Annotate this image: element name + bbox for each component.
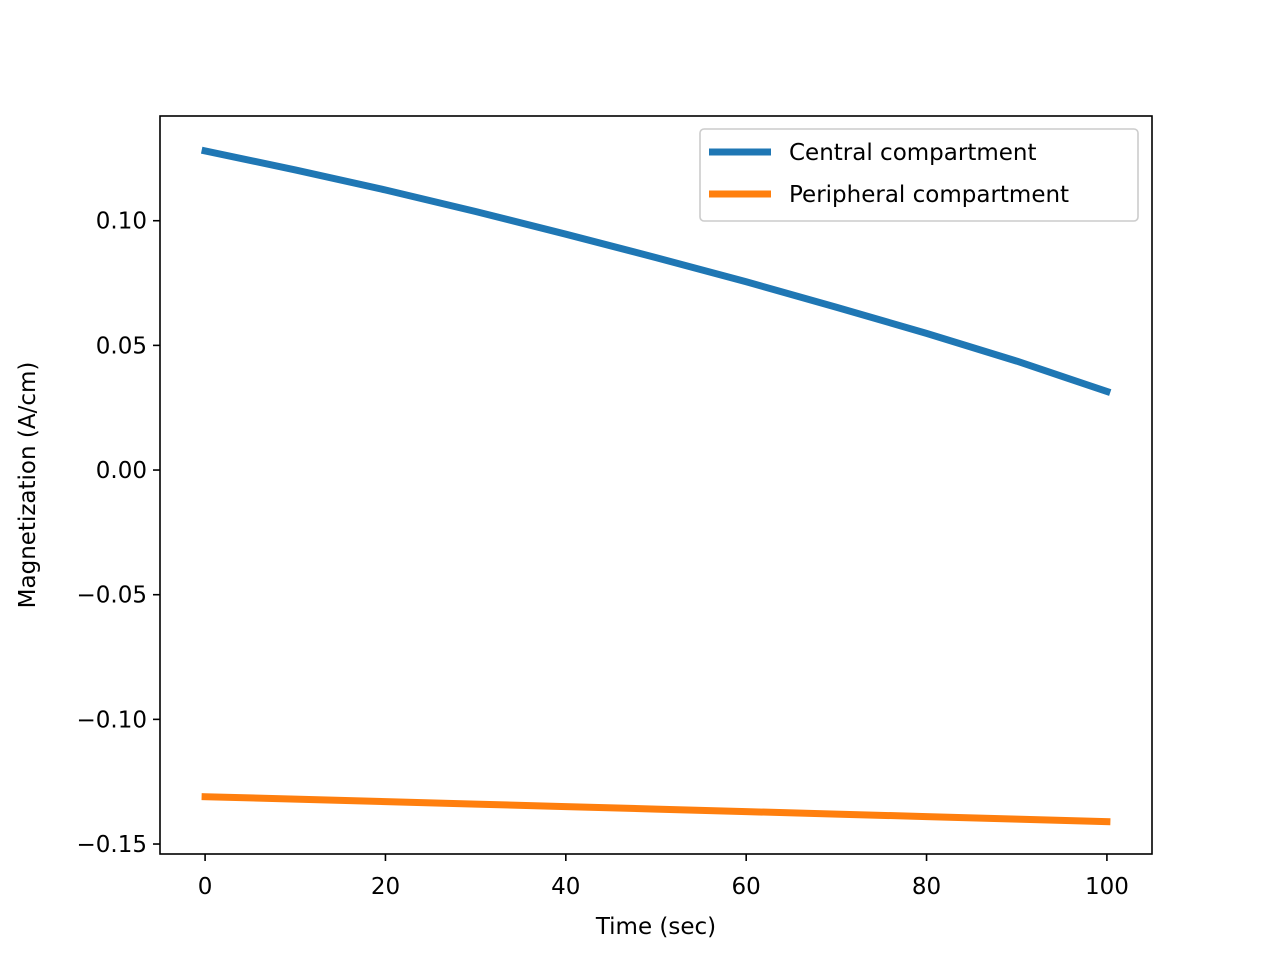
legend-label-peripheral: Peripheral compartment — [789, 182, 1069, 208]
x-tick-label: 60 — [732, 874, 761, 900]
y-tick-label: 0.00 — [96, 458, 147, 484]
y-tick-label: 0.05 — [96, 333, 147, 359]
legend-box — [699, 128, 1139, 222]
x-tick-label: 40 — [551, 874, 580, 900]
x-tick-label: 20 — [371, 874, 400, 900]
x-axis-ticks: 0 20 40 60 80 100 — [198, 854, 1129, 900]
y-axis-ticks: 0.10 0.05 0.00 −0.05 −0.10 −0.15 — [77, 209, 160, 858]
x-tick-label: 0 — [198, 874, 213, 900]
series-line-peripheral — [201, 793, 1111, 826]
x-axis-label: Time (sec) — [595, 914, 716, 940]
series-layer — [200, 146, 1112, 826]
y-axis-label: Magnetization (A/cm) — [15, 362, 41, 609]
plot-frame — [159, 115, 1153, 855]
x-tick-label: 80 — [912, 874, 941, 900]
y-tick-label: 0.10 — [96, 209, 147, 235]
series-line-central — [200, 146, 1112, 396]
legend-label-central: Central compartment — [789, 140, 1037, 166]
x-tick-label: 100 — [1085, 874, 1129, 900]
y-tick-label: −0.10 — [77, 707, 147, 733]
y-tick-label: −0.15 — [77, 832, 147, 858]
y-tick-label: −0.05 — [77, 583, 147, 609]
legend: Central compartment Peripheral compartme… — [699, 128, 1139, 222]
